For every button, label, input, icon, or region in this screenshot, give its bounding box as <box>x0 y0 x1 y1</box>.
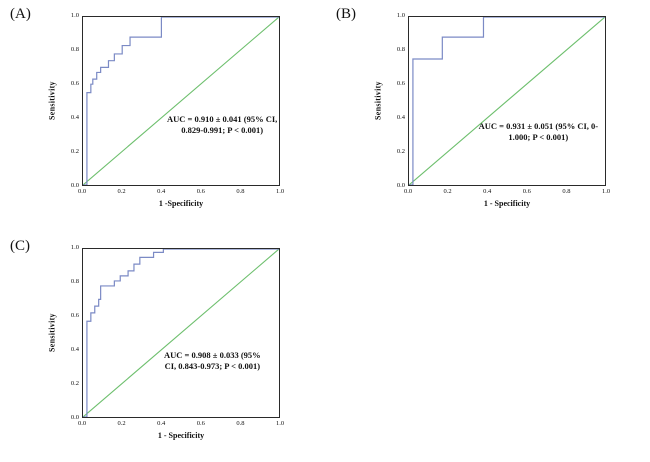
x-tick-label: 0.2 <box>117 420 126 427</box>
y-tick-label: 0.4 <box>396 113 405 121</box>
reference-line <box>83 249 279 417</box>
y-tick-label: 1.0 <box>396 11 405 19</box>
roc-plot-b: Sensitivity 1.0 0.8 0.6 0.4 0.2 0.0 0.0 … <box>374 12 611 208</box>
panel-c-ylabel: Sensitivity <box>47 313 57 353</box>
x-tick-label: 0.4 <box>157 188 166 195</box>
x-tick-label: 0.6 <box>196 420 205 427</box>
x-tick-label: 0.0 <box>77 188 87 195</box>
y-tick-label: 0.2 <box>70 379 79 387</box>
y-tick-label: 1.0 <box>70 243 79 251</box>
y-tick-label: 0.8 <box>396 45 405 53</box>
roc-chart-a <box>83 17 279 185</box>
panel-c-xlabel: 1 - Specificity <box>157 431 205 440</box>
y-tick-label: 0.8 <box>70 277 79 285</box>
roc-plot-a: Sensitivity 1.0 0.8 0.6 0.4 0.2 0.0 0.0 … <box>48 12 285 208</box>
panel-b: (B) Sensitivity 1.0 0.8 0.6 0.4 0.2 0.0 … <box>336 4 648 226</box>
y-tick-label: 0.2 <box>396 147 405 155</box>
plot-area-a: AUC = 0.910 ± 0.041 (95% CI, 0.829-0.991… <box>82 16 280 186</box>
y-tick-label: 1.0 <box>70 11 79 19</box>
reference-line <box>83 17 279 185</box>
reference-line <box>409 17 605 185</box>
auc-annotation-c: AUC = 0.908 ± 0.033 (95% CI, 0.843-0.973… <box>164 349 261 371</box>
x-tick-label: 1.0 <box>275 188 285 195</box>
y-tick-label: 0.4 <box>70 113 79 121</box>
x-tick-label: 0.4 <box>483 188 492 195</box>
roc-curve-line <box>83 17 279 185</box>
x-tick-label: 0.6 <box>522 188 531 195</box>
panel-a-label: (A) <box>10 6 31 22</box>
y-tick-label: 0.4 <box>70 345 79 353</box>
panel-b-ylabel: Sensitivity <box>373 81 383 121</box>
panel-b-label: (B) <box>336 6 356 22</box>
x-tick-label: 1.0 <box>275 420 285 427</box>
auc-annotation-b: AUC = 0.931 ± 0.051 (95% CI, 0- 1.000; P… <box>478 121 599 143</box>
y-tick-label: 0.0 <box>70 413 79 421</box>
panel-a-ylabel: Sensitivity <box>47 81 57 121</box>
y-tick-label: 0.2 <box>70 147 79 155</box>
x-tick-label: 0.0 <box>403 188 413 195</box>
roc-curve-line <box>83 249 279 417</box>
roc-chart-b <box>409 17 605 185</box>
x-tick-label: 1.0 <box>601 188 611 195</box>
x-tick-label: 0.4 <box>157 420 166 427</box>
y-tick-label: 0.6 <box>396 79 405 87</box>
x-tick-label: 0.8 <box>236 188 245 195</box>
x-tick-label: 0.0 <box>77 420 87 427</box>
plot-area-b: AUC = 0.931 ± 0.051 (95% CI, 0- 1.000; P… <box>408 16 606 186</box>
x-tick-label: 0.2 <box>443 188 452 195</box>
y-tick-label: 0.6 <box>70 311 79 319</box>
x-tick-label: 0.8 <box>236 420 245 427</box>
roc-curve-line <box>409 17 605 185</box>
x-tick-label: 0.2 <box>117 188 126 195</box>
panel-a-xlabel: 1 -Specificity <box>158 199 204 208</box>
plot-area-c: AUC = 0.908 ± 0.033 (95% CI, 0.843-0.973… <box>82 248 280 418</box>
panel-c-label: (C) <box>10 238 30 254</box>
y-tick-label: 0.6 <box>70 79 79 87</box>
roc-plot-c: Sensitivity 1.0 0.8 0.6 0.4 0.2 0.0 0.0 … <box>48 244 285 440</box>
x-tick-label: 0.6 <box>196 188 205 195</box>
x-tick-label: 0.8 <box>562 188 571 195</box>
y-tick-label: 0.0 <box>70 181 79 189</box>
y-tick-label: 0.8 <box>70 45 79 53</box>
y-tick-label: 0.0 <box>396 181 405 189</box>
roc-chart-c <box>83 249 279 417</box>
auc-annotation-a: AUC = 0.910 ± 0.041 (95% CI, 0.829-0.991… <box>166 114 278 136</box>
panel-a: (A) Sensitivity 1.0 0.8 0.6 0.4 0.2 0.0 … <box>10 4 322 226</box>
panel-c: (C) Sensitivity 1.0 0.8 0.6 0.4 0.2 0.0 … <box>10 236 322 458</box>
panel-b-xlabel: 1 - Specificity <box>483 199 531 208</box>
